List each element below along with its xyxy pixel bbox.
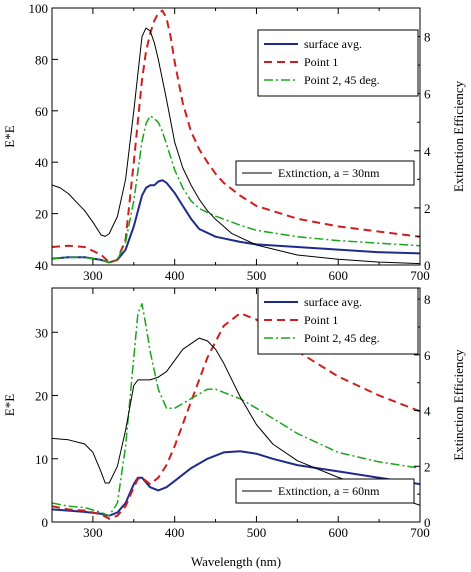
x-axis-label: Wavelength (nm) [191,554,281,569]
y2-tick-label: 2 [424,201,431,216]
legend: surface avg. Point 1 Point 2, 45 deg. [257,29,419,97]
y-tick-label: 20 [35,207,48,222]
y2-tick-label: 8 [424,30,431,45]
legend-label: surface avg. [304,295,362,309]
legend-label: surface avg. [304,37,362,51]
legend-extinction: Extinction, a = 60nm [235,478,415,504]
series-line-extinction-a-60nm [52,337,420,506]
x-tick-label: 500 [247,268,267,283]
legend-label: Extinction, a = 60nm [278,484,380,498]
x-tick-label: 300 [83,525,103,540]
y-tick-label: 40 [35,155,48,170]
series-line-point-2-45-deg [52,115,420,264]
x-tick-label: 700 [410,268,430,283]
x-tick-label: 400 [165,525,185,540]
plot-frame [51,287,421,523]
x-tick-label: 600 [328,525,348,540]
y2-axis-label: Extinction Efficiency [451,349,466,461]
y-tick-label: 30 [35,325,48,340]
legend-label: Point 1 [304,55,338,69]
series-line-surface-avg [52,179,420,264]
y2-tick-label: 8 [424,292,431,307]
legend-box [235,160,415,186]
y-tick-label: 100 [29,1,49,16]
chart-panel-top: 300 400 500 600 700 40 20 40 60 80 100 0 2 4 6 8 E*E Exti… [2,1,466,283]
series-line-extinction-a-30nm [52,27,420,265]
legend-label: Extinction, a = 30nm [278,166,380,180]
legend-label: Point 2, 45 deg. [304,73,380,87]
y2-axis-label: Extinction Efficiency [451,80,466,192]
plot-frame [51,7,421,266]
y-axis-label: E*E [2,125,17,147]
y-tick-label: 0 [42,515,49,530]
y-tick-label: 40 [35,258,48,273]
series-group [52,303,420,520]
legend: surface avg. Point 1 Point 2, 45 deg. [257,287,419,355]
y2-tick-label: 2 [424,459,431,474]
y-tick-label: 60 [35,104,48,119]
legend-label: Point 1 [304,313,338,327]
y2-tick-label: 6 [424,87,431,102]
x-tick-label: 700 [410,525,430,540]
y-tick-label: 10 [35,452,48,467]
y2-tick-label: 0 [424,515,431,530]
y-axis-label: E*E [2,394,17,416]
y2-tick-label: 4 [424,404,431,419]
x-tick-label: 600 [328,268,348,283]
x-tick-label: 400 [165,268,185,283]
y2-tick-label: 6 [424,348,431,363]
x-tick-label: 300 [83,268,103,283]
x-tick-label: 500 [247,525,267,540]
series-group [52,9,420,265]
y-tick-label: 80 [35,52,48,67]
y2-tick-label: 0 [424,258,431,273]
y-tick-label: 20 [35,389,48,404]
series-line-point-2-45-deg [52,303,420,517]
legend-label: Point 2, 45 deg. [304,331,380,345]
legend-extinction: Extinction, a = 30nm [235,160,415,186]
y2-tick-label: 4 [424,144,431,159]
